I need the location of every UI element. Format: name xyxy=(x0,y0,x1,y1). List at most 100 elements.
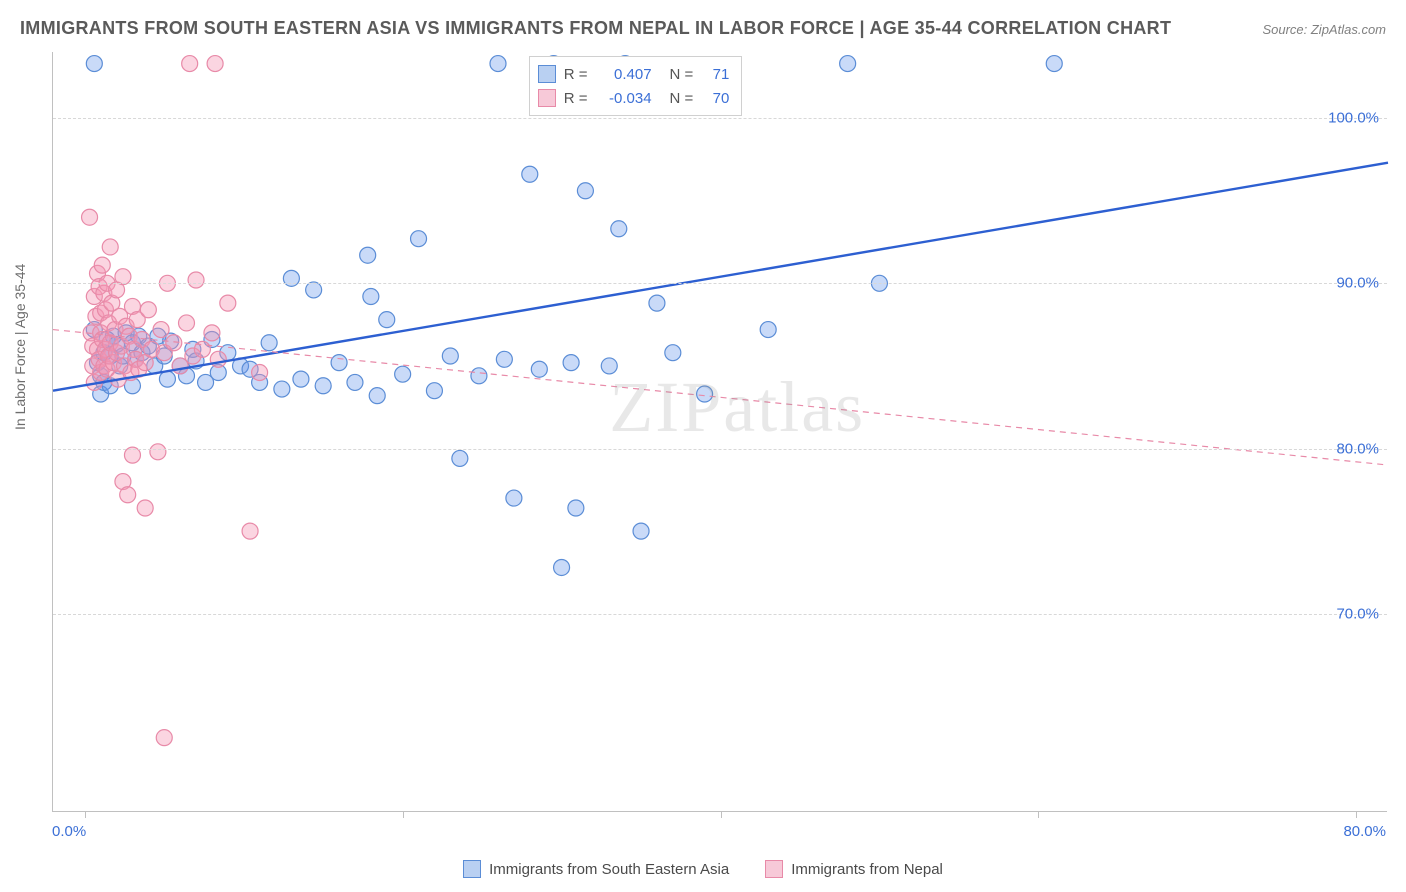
data-point xyxy=(522,166,538,182)
chart-title: IMMIGRANTS FROM SOUTH EASTERN ASIA VS IM… xyxy=(20,18,1171,39)
data-point xyxy=(166,335,182,351)
data-point xyxy=(531,361,547,377)
data-point xyxy=(315,378,331,394)
data-point xyxy=(207,56,223,72)
legend-stat-row: R = -0.034 N = 70 xyxy=(538,86,730,110)
scatter-svg xyxy=(53,52,1387,811)
x-tick xyxy=(1356,811,1357,818)
gridline xyxy=(53,118,1387,119)
x-tick xyxy=(85,811,86,818)
data-point xyxy=(563,355,579,371)
plot-area: ZIPatlas 70.0%80.0%90.0%100.0% xyxy=(52,52,1387,812)
source-label: Source: ZipAtlas.com xyxy=(1262,22,1386,37)
data-point xyxy=(506,490,522,506)
legend-label: Immigrants from Nepal xyxy=(791,861,943,878)
y-tick-label: 70.0% xyxy=(1336,605,1379,622)
data-point xyxy=(242,523,258,539)
stat-n-label: N = xyxy=(670,66,694,83)
data-point xyxy=(633,523,649,539)
data-point xyxy=(150,444,166,460)
data-point xyxy=(156,730,172,746)
data-point xyxy=(306,282,322,298)
data-point xyxy=(426,383,442,399)
x-tick xyxy=(1038,811,1039,818)
data-point xyxy=(102,239,118,255)
data-point xyxy=(331,355,347,371)
regression-line xyxy=(53,330,1388,465)
data-point xyxy=(252,365,268,381)
stat-r-value: 0.407 xyxy=(596,66,652,83)
data-point xyxy=(452,450,468,466)
data-point xyxy=(395,366,411,382)
data-point xyxy=(554,559,570,575)
data-point xyxy=(347,374,363,390)
stat-r-label: R = xyxy=(564,90,588,107)
gridline xyxy=(53,449,1387,450)
stat-n-value: 71 xyxy=(701,66,729,83)
legend-swatch xyxy=(538,65,556,83)
data-point xyxy=(261,335,277,351)
legend-label: Immigrants from South Eastern Asia xyxy=(489,861,729,878)
y-axis-label: In Labor Force | Age 35-44 xyxy=(12,264,28,430)
legend-item: Immigrants from South Eastern Asia xyxy=(463,860,729,878)
x-tick xyxy=(721,811,722,818)
data-point xyxy=(182,56,198,72)
data-point xyxy=(140,302,156,318)
legend-swatch xyxy=(765,860,783,878)
series-legend: Immigrants from South Eastern Asia Immigr… xyxy=(0,860,1406,882)
legend-swatch xyxy=(538,89,556,107)
data-point xyxy=(601,358,617,374)
data-point xyxy=(94,257,110,273)
stat-n-label: N = xyxy=(670,90,694,107)
x-tick-label-max: 80.0% xyxy=(1343,823,1386,840)
data-point xyxy=(159,371,175,387)
data-point xyxy=(411,231,427,247)
data-point xyxy=(442,348,458,364)
data-point xyxy=(363,289,379,305)
data-point xyxy=(115,269,131,285)
data-point xyxy=(760,322,776,338)
data-point xyxy=(124,447,140,463)
data-point xyxy=(120,487,136,503)
data-point xyxy=(490,56,506,72)
data-point xyxy=(496,351,512,367)
data-point xyxy=(188,272,204,288)
x-tick xyxy=(403,811,404,818)
y-tick-label: 90.0% xyxy=(1336,275,1379,292)
data-point xyxy=(210,351,226,367)
gridline xyxy=(53,283,1387,284)
data-point xyxy=(1046,56,1062,72)
data-point xyxy=(153,322,169,338)
data-point xyxy=(611,221,627,237)
data-point xyxy=(379,312,395,328)
data-point xyxy=(360,247,376,263)
legend-item: Immigrants from Nepal xyxy=(765,860,943,878)
regression-line xyxy=(53,163,1388,391)
stat-r-value: -0.034 xyxy=(596,90,652,107)
y-tick-label: 100.0% xyxy=(1328,110,1379,127)
data-point xyxy=(179,315,195,331)
stat-n-value: 70 xyxy=(701,90,729,107)
stat-r-label: R = xyxy=(564,66,588,83)
data-point xyxy=(220,295,236,311)
stats-legend: R = 0.407 N = 71 R = -0.034 N = 70 xyxy=(529,56,743,116)
data-point xyxy=(697,386,713,402)
data-point xyxy=(568,500,584,516)
y-tick-label: 80.0% xyxy=(1336,440,1379,457)
data-point xyxy=(665,345,681,361)
x-tick-label-min: 0.0% xyxy=(52,823,86,840)
legend-stat-row: R = 0.407 N = 71 xyxy=(538,62,730,86)
legend-swatch xyxy=(463,860,481,878)
data-point xyxy=(274,381,290,397)
data-point xyxy=(577,183,593,199)
data-point xyxy=(293,371,309,387)
data-point xyxy=(471,368,487,384)
data-point xyxy=(840,56,856,72)
data-point xyxy=(369,388,385,404)
gridline xyxy=(53,614,1387,615)
data-point xyxy=(137,500,153,516)
data-point xyxy=(82,209,98,225)
data-point xyxy=(204,325,220,341)
data-point xyxy=(649,295,665,311)
data-point xyxy=(86,56,102,72)
